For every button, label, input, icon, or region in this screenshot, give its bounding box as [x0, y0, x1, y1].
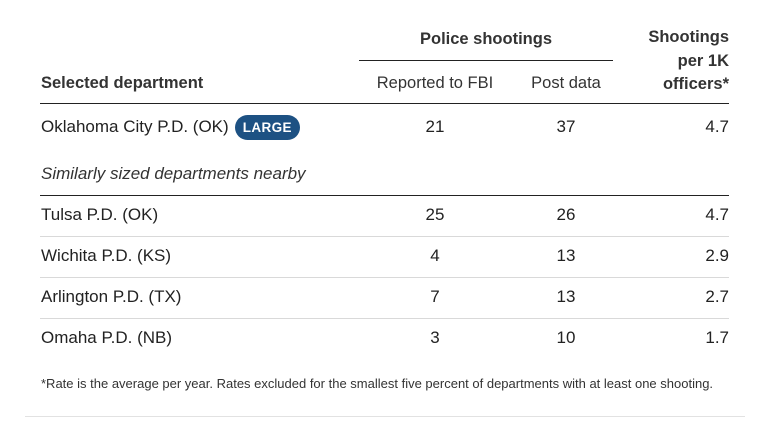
- department-name: Omaha P.D. (NB): [41, 328, 173, 347]
- department-name: Tulsa P.D. (OK): [41, 205, 159, 224]
- rate-column-header: Shootings per 1K officers*: [600, 26, 729, 97]
- rate-header-line-1: Shootings: [648, 28, 729, 46]
- department-column-header: Selected department: [41, 74, 204, 92]
- selected-post-value: 37: [556, 117, 576, 136]
- row-divider: [40, 318, 729, 319]
- group-header-rule: [359, 60, 613, 61]
- rate-value: 1.7: [705, 328, 729, 347]
- fbi-value: 3: [430, 328, 440, 347]
- footer-rule: [25, 416, 745, 417]
- post-value: 26: [556, 205, 576, 224]
- post-value: 13: [556, 246, 576, 265]
- department-name: Arlington P.D. (TX): [41, 287, 182, 306]
- table-row: Wichita P.D. (KS) 4 13 2.9: [0, 246, 770, 270]
- size-badge: LARGE: [234, 114, 300, 140]
- selected-department-cell: Oklahoma City P.D. (OK) LARGE: [41, 112, 300, 142]
- rate-value: 2.9: [705, 246, 729, 265]
- post-value: 13: [556, 287, 576, 306]
- selected-department-name: Oklahoma City P.D. (OK): [41, 117, 229, 136]
- row-divider: [40, 277, 729, 278]
- rate-header-line-3: officers*: [662, 75, 729, 93]
- header-rule: [40, 103, 729, 104]
- footnote: *Rate is the average per year. Rates exc…: [41, 376, 714, 391]
- subsection-rule: [40, 195, 729, 196]
- selected-department-row: Oklahoma City P.D. (OK) LARGE 21 37 4.7: [0, 112, 770, 142]
- fbi-value: 25: [425, 205, 445, 224]
- department-name: Wichita P.D. (KS): [41, 246, 172, 265]
- fbi-column-header: Reported to FBI: [376, 74, 494, 92]
- subsection-label: Similarly sized departments nearby: [41, 164, 306, 183]
- rate-header-line-2: per 1K: [677, 51, 729, 70]
- post-value: 10: [556, 328, 576, 347]
- table-row: Omaha P.D. (NB) 3 10 1.7: [0, 328, 770, 352]
- row-divider: [40, 236, 729, 237]
- selected-fbi-value: 21: [425, 117, 445, 136]
- police-shootings-group-header: Police shootings: [419, 30, 553, 48]
- fbi-value: 7: [430, 287, 440, 306]
- selected-rate-value: 4.7: [705, 117, 729, 136]
- table-row: Arlington P.D. (TX) 7 13 2.7: [0, 287, 770, 311]
- table-row: Tulsa P.D. (OK) 25 26 4.7: [0, 205, 770, 229]
- rate-value: 4.7: [705, 205, 729, 224]
- rate-value: 2.7: [705, 287, 729, 306]
- fbi-value: 4: [430, 246, 440, 265]
- post-column-header: Post data: [531, 74, 601, 92]
